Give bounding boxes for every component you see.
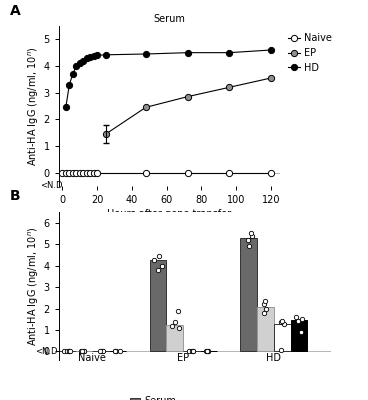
Bar — [291, 320, 307, 352]
Text: <N.D: <N.D — [35, 347, 58, 356]
Y-axis label: Anti-HA IgG (ng/ml, 10$^n$): Anti-HA IgG (ng/ml, 10$^n$) — [26, 226, 41, 346]
Point — [293, 314, 299, 320]
Point — [263, 305, 269, 312]
Point — [278, 347, 284, 354]
Point — [203, 348, 209, 355]
Point — [262, 298, 268, 304]
Point — [175, 308, 181, 314]
Point — [281, 320, 287, 327]
Point — [186, 348, 192, 355]
Point — [245, 237, 251, 243]
Text: B: B — [10, 189, 21, 203]
Point — [279, 318, 285, 324]
X-axis label: Hours after gene transfer: Hours after gene transfer — [107, 209, 231, 219]
Point — [204, 348, 210, 355]
Point — [190, 348, 196, 355]
Point — [205, 348, 211, 355]
Point — [112, 348, 117, 355]
Point — [155, 267, 160, 273]
Text: A: A — [10, 4, 21, 18]
Point — [300, 316, 305, 322]
Point — [156, 253, 162, 259]
Y-axis label: Anti-HA IgG (ng/ml, 10$^n$): Anti-HA IgG (ng/ml, 10$^n$) — [26, 46, 41, 166]
Point — [113, 348, 118, 355]
Point — [81, 348, 87, 355]
Bar — [150, 260, 166, 352]
Point — [278, 319, 284, 326]
Legend: Naive, EP, HD: Naive, EP, HD — [284, 29, 335, 77]
Point — [97, 348, 103, 355]
Point — [246, 243, 252, 250]
Point — [81, 348, 87, 355]
Point — [66, 348, 72, 355]
Point — [261, 310, 267, 316]
Bar — [240, 238, 257, 352]
Point — [79, 348, 85, 355]
Point — [170, 322, 176, 329]
Point — [113, 348, 119, 355]
Point — [151, 257, 157, 264]
Bar — [274, 324, 291, 352]
Point — [248, 230, 254, 237]
Bar — [166, 325, 183, 352]
Point — [78, 348, 84, 355]
Text: <N.D: <N.D — [40, 182, 62, 190]
Point — [159, 262, 164, 269]
Point — [249, 232, 255, 239]
Point — [64, 348, 70, 355]
Title: Serum: Serum — [153, 14, 185, 24]
Point — [66, 348, 72, 355]
Point — [172, 319, 178, 326]
Text: EP: EP — [177, 353, 189, 363]
Text: HD: HD — [266, 353, 282, 363]
Text: Naive: Naive — [78, 353, 106, 363]
Point — [298, 329, 304, 335]
Point — [295, 318, 301, 324]
Point — [100, 348, 106, 355]
Point — [98, 348, 104, 355]
Point — [117, 348, 123, 355]
Point — [176, 325, 181, 331]
Point — [99, 348, 105, 355]
Point — [61, 348, 67, 355]
Point — [67, 348, 73, 355]
Point — [189, 348, 195, 355]
Bar — [257, 308, 274, 352]
Point — [205, 348, 211, 355]
Point — [190, 348, 195, 355]
Legend: Serum, Bronchoalveolar lavage, Urine, Feces: Serum, Bronchoalveolar lavage, Urine, Fe… — [126, 392, 264, 400]
Point — [261, 301, 266, 308]
